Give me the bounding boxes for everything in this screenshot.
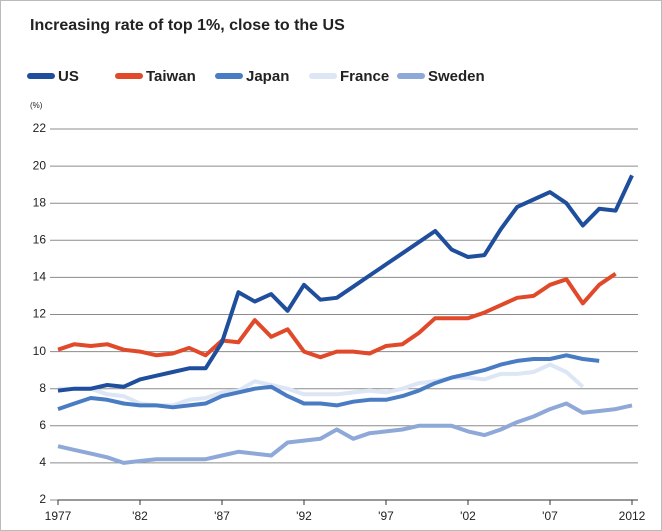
y-tick-label: 14 [33, 270, 47, 284]
x-tick-label: 1977 [45, 509, 72, 523]
y-tick-label: 20 [33, 158, 47, 172]
y-tick-label: 4 [39, 455, 46, 469]
y-tick-label: 12 [33, 307, 47, 321]
legend-label: Taiwan [146, 68, 196, 85]
x-tick-label: '02 [460, 509, 476, 523]
y-tick-label: 16 [33, 232, 47, 246]
y-tick-label: 8 [39, 381, 46, 395]
series-line [57, 353, 600, 411]
legend-label: Japan [246, 68, 289, 85]
x-tick-label: 2012 [619, 509, 646, 523]
chart-title: Increasing rate of top 1%, close to the … [30, 17, 345, 34]
y-tick-label: 10 [33, 344, 47, 358]
x-tick-label: '82 [132, 509, 148, 523]
y-tick-label: 2 [39, 492, 46, 506]
x-tick-label: '97 [378, 509, 394, 523]
legend-label: US [58, 68, 79, 85]
x-tick-label: '92 [296, 509, 312, 523]
series-line [57, 401, 633, 465]
y-unit: (%) [30, 101, 43, 110]
x-tick-label: '87 [214, 509, 230, 523]
y-tick-label: 22 [33, 121, 47, 135]
series-line [57, 174, 634, 393]
x-tick-label: '07 [542, 509, 558, 523]
y-tick-label: 6 [39, 418, 46, 432]
legend-label: Sweden [428, 68, 485, 85]
series-line [57, 272, 617, 360]
legend-label: France [340, 68, 389, 85]
y-tick-label: 18 [33, 195, 47, 209]
